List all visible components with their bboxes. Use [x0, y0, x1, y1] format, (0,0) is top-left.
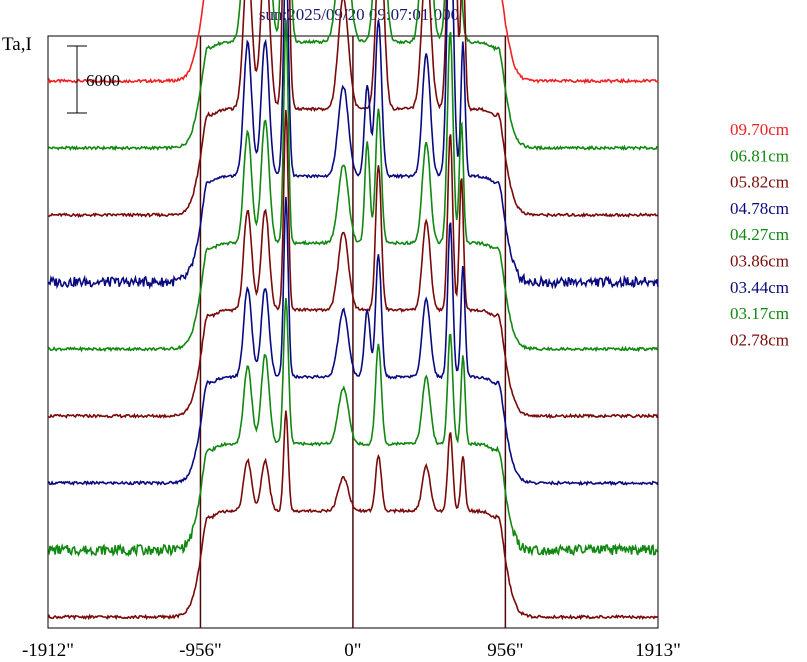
legend-entry: 05.82cm — [730, 173, 789, 192]
legend-entry: 03.86cm — [730, 252, 789, 271]
series-line-06.81cm — [47, 0, 659, 152]
x-tick-labels: -1912" -956" 0" 956" 1913" — [22, 640, 681, 661]
x-tick-label: 956" — [487, 640, 523, 661]
reference-lines — [199, 36, 507, 628]
x-tick-label: -956" — [179, 640, 222, 661]
series-line-03.44cm — [47, 197, 659, 487]
legend-entry: 02.78cm — [730, 330, 789, 349]
legend-entry: 06.81cm — [730, 146, 789, 165]
x-tick-label: 0" — [344, 640, 361, 661]
legend-entry: 03.17cm — [730, 304, 789, 323]
series-line-02.78cm — [47, 410, 659, 621]
series-line-09.70cm — [47, 0, 659, 85]
x-tick-label: -1912" — [22, 640, 74, 661]
series-line-03.17cm — [47, 297, 659, 558]
legend-entry: 03.44cm — [730, 278, 789, 297]
x-tick-label: 1913" — [635, 640, 681, 661]
series-line-04.27cm — [47, 19, 659, 353]
spectra-curves — [47, 0, 659, 621]
legend-entry: 09.70cm — [730, 120, 789, 139]
scale-bar: 6000 — [67, 45, 120, 114]
legend-entry: 04.27cm — [730, 225, 789, 244]
series-line-04.78cm — [47, 0, 659, 290]
scale-bar-label: 6000 — [86, 71, 120, 90]
chart-title: sun:2025/09/20 09:07:01.000 — [259, 5, 459, 24]
legend-entry: 04.78cm — [730, 199, 789, 218]
series-line-05.82cm — [47, 0, 659, 219]
series-line-03.86cm — [47, 109, 659, 420]
legend: 09.70cm 06.81cm 05.82cm 04.78cm 04.27cm 03.86… — [730, 120, 789, 349]
y-axis-label: Ta,I — [2, 34, 32, 55]
